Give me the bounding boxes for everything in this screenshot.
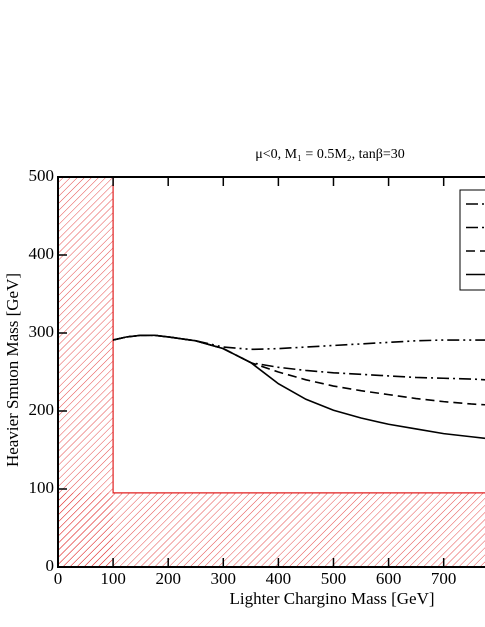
y-tick-label: 100 (29, 478, 55, 497)
x-tick-label: 500 (321, 569, 347, 588)
series-line (112, 334, 485, 406)
x-axis-label: Lighter Chargino Mass [GeV] (229, 589, 434, 608)
x-tick-label: 0 (54, 569, 63, 588)
plot-area (58, 177, 485, 567)
x-tick-label: 600 (376, 569, 402, 588)
x-tick-label: 200 (155, 569, 181, 588)
excluded-region (58, 492, 485, 567)
y-tick-label: 0 (46, 556, 55, 575)
series-line (112, 334, 485, 381)
exclusion-boundary (112, 177, 485, 494)
y-axis-label: Heavier Smuon Mass [GeV] (3, 273, 22, 467)
x-tick-label: 700 (431, 569, 457, 588)
chart-title: μ<0, M₁ = 0.5M₂, tanβ=30 (255, 147, 405, 162)
y-tick-label: 300 (29, 322, 55, 341)
series-line (112, 334, 485, 440)
axes: 0 100 200 300 400 500 600 700 0 100 200 300 400 500 (29, 166, 485, 588)
y-tick-label: 200 (29, 400, 55, 419)
y-tick-label: 500 (29, 166, 55, 185)
axis-frame (57, 176, 485, 568)
y-tick-label: 400 (29, 244, 55, 263)
legend-box (459, 189, 485, 291)
x-tick-label: 400 (266, 569, 292, 588)
x-tick-label: 300 (211, 569, 237, 588)
x-tick-label: 100 (100, 569, 126, 588)
